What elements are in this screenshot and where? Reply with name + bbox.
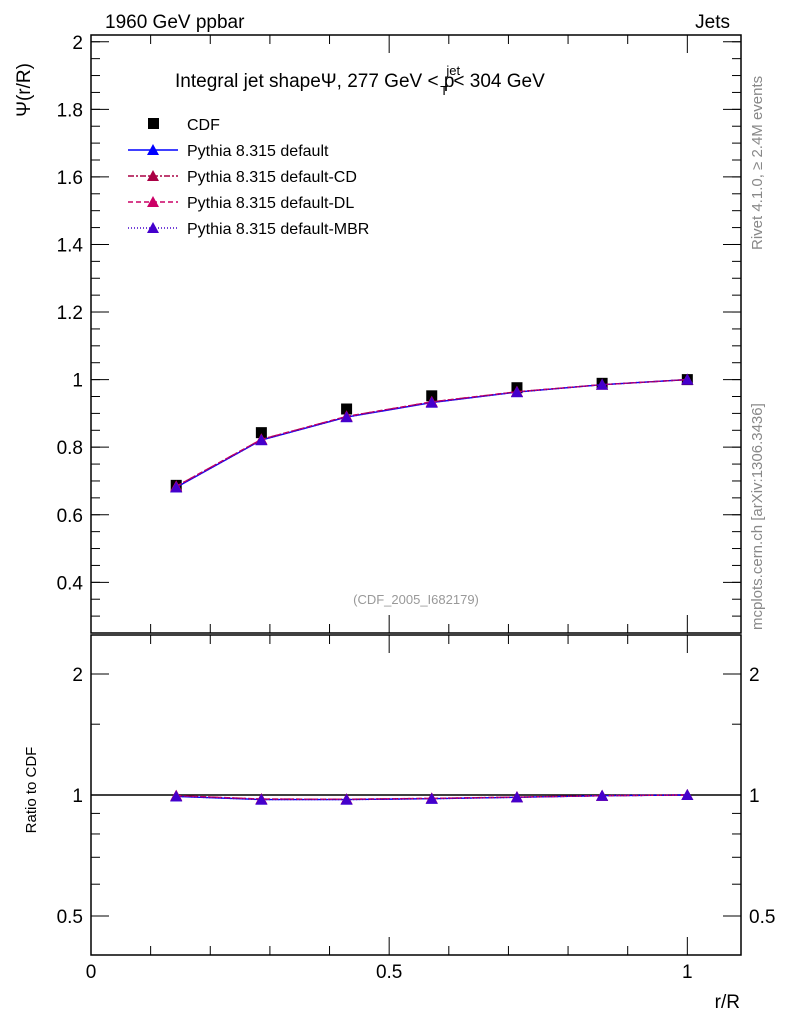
data-point-mc — [510, 791, 523, 803]
y-tick-label: 0.8 — [57, 438, 83, 459]
y-tick-label: 0.5 — [57, 907, 83, 928]
y-tick-label-right: 0.5 — [749, 907, 775, 928]
plot-frame — [90, 34, 742, 634]
data-point-mc — [596, 789, 609, 801]
y-tick-label: 1.6 — [57, 168, 83, 189]
y-tick-label: 1 — [72, 371, 83, 392]
analysis-watermark: (CDF_2005_I682179) — [353, 592, 479, 607]
y-tick-label-right: 1 — [749, 786, 760, 807]
legend-marker-square — [148, 118, 159, 129]
ratio-panel: 0.5 0.5 1 1 2 2 0 0.5 1 — [57, 634, 775, 983]
header-left: 1960 GeV ppbar — [105, 12, 245, 33]
x-tick-label: 0 — [86, 962, 97, 983]
ratio-ylabel: Ratio to CDF — [23, 747, 40, 834]
data-point-mc — [425, 396, 438, 408]
y-tick-label: 1.4 — [57, 235, 84, 256]
legend-label: Pythia 8.315 default-CD — [187, 169, 357, 186]
data-point-mc — [340, 411, 353, 423]
legend-marker-triangle — [147, 222, 159, 233]
data-point-cdf — [255, 427, 267, 439]
y-tick-label: 2 — [72, 33, 83, 54]
y-tick-label: 2 — [72, 665, 83, 686]
y-tick-label: 1 — [72, 786, 83, 807]
x-tick-label: 0.5 — [376, 962, 402, 983]
data-point-cdf — [426, 390, 438, 402]
legend-label: Pythia 8.315 default-MBR — [187, 221, 369, 238]
data-point-mc — [170, 481, 183, 493]
main-ylabel: Ψ(r/R) — [14, 63, 35, 117]
legend-label: Pythia 8.315 default — [187, 143, 329, 160]
data-point-mc — [170, 790, 183, 802]
legend-label: Pythia 8.315 default-DL — [187, 195, 354, 212]
data-point-cdf — [341, 403, 353, 415]
y-tick-label: 0.4 — [57, 573, 84, 594]
data-point-mc — [255, 793, 268, 805]
x-tick-label: 1 — [682, 962, 693, 983]
legend-marker-triangle — [147, 196, 159, 207]
data-point-mc — [425, 792, 438, 804]
legend-label: CDF — [187, 117, 220, 134]
data-point-mc — [596, 378, 609, 390]
legend: CDF Pythia 8.315 default Pythia 8.315 defa… — [128, 117, 369, 238]
y-tick-label-right: 2 — [749, 665, 760, 686]
legend-marker-triangle — [147, 170, 159, 181]
y-tick-label: 1.8 — [57, 100, 83, 121]
data-point-mc — [681, 789, 694, 800]
legend-marker-triangle — [147, 144, 159, 155]
y-tick-label: 0.6 — [57, 506, 83, 527]
data-point-mc — [255, 434, 268, 446]
side-text-top: Rivet 4.1.0, ≥ 2.4M events — [749, 76, 766, 250]
main-title: Integral jet shapeΨ, 277 GeV < pjet T < 3… — [175, 63, 545, 98]
xlabel: r/R — [715, 992, 740, 1013]
side-text-bottom: mcplots.cern.ch [arXiv:1306.3436] — [749, 403, 766, 630]
data-point-mc — [340, 793, 353, 805]
data-point-mc — [510, 386, 523, 398]
data-point-mc — [681, 373, 694, 385]
main-panel: 0.4 0.6 0.8 1 1.2 1.4 1.6 1.8 2 — [57, 33, 742, 634]
y-tick-label: 1.2 — [57, 303, 83, 324]
header-right: Jets — [695, 12, 730, 33]
